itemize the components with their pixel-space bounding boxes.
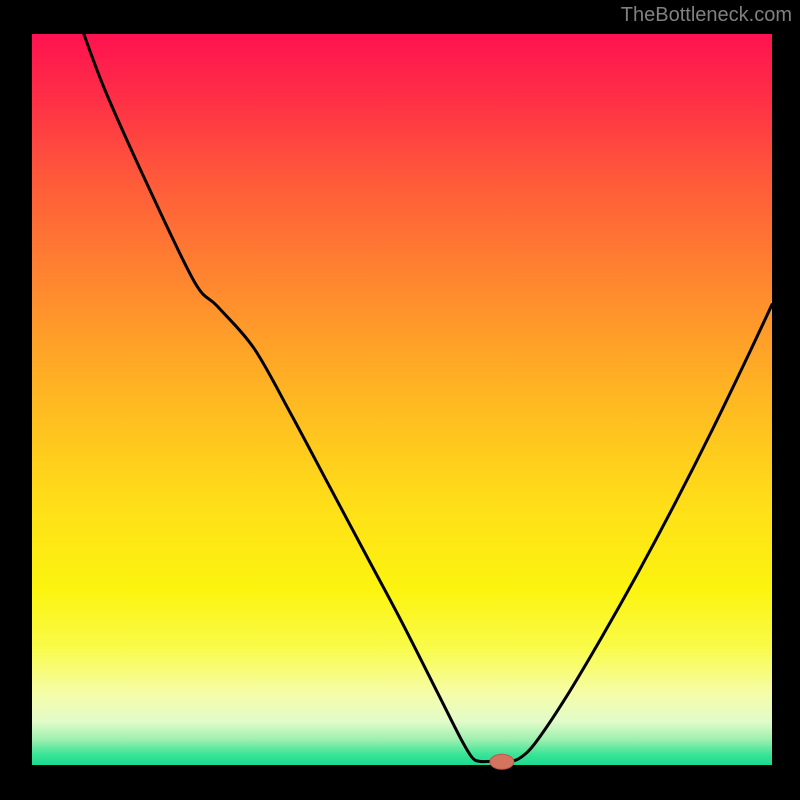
- chart-background: [32, 34, 772, 765]
- optimal-point-marker: [490, 754, 514, 769]
- bottleneck-chart: [0, 0, 800, 800]
